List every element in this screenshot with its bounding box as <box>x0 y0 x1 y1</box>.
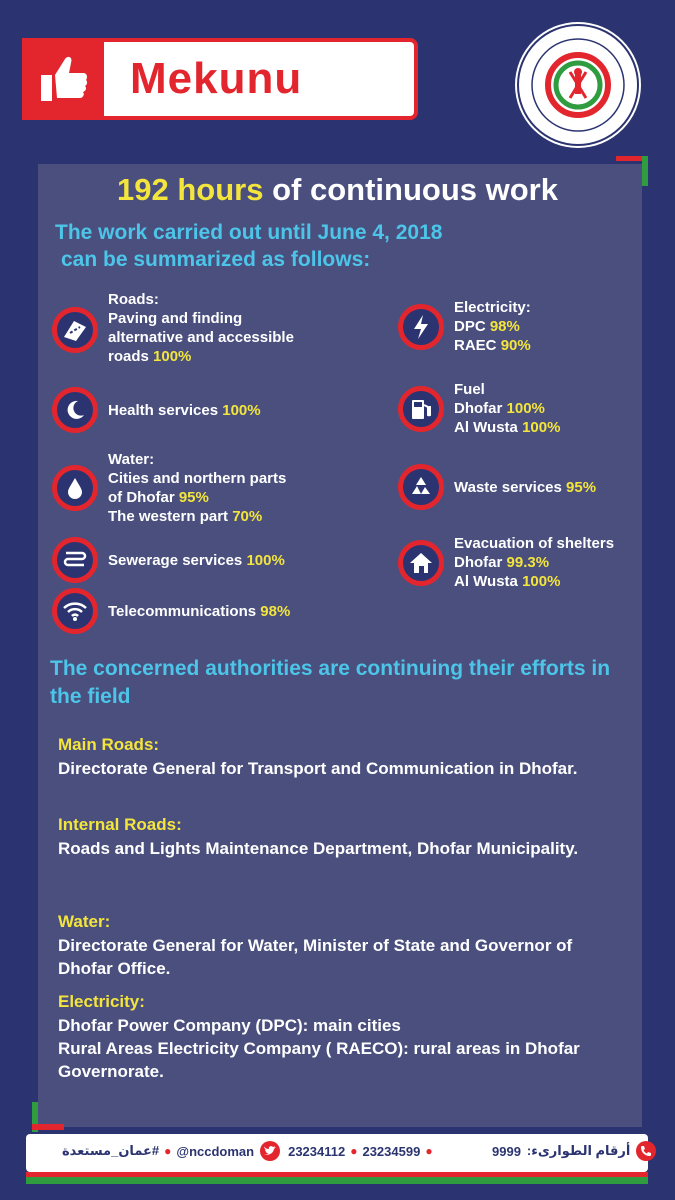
water-pct2: 70% <box>232 508 263 525</box>
water-label: Water: <box>108 451 155 468</box>
fuel-dhofar: Dhofar <box>454 400 503 417</box>
roads-line3: alternative and accessible <box>108 329 294 346</box>
roads-pct: 100% <box>153 348 192 365</box>
water-body: Directorate General for Water, Minister … <box>58 936 573 978</box>
recycle-icon <box>398 464 444 510</box>
flag-corner-icon <box>32 1102 64 1132</box>
shelters-wusta-pct: 100% <box>522 573 561 590</box>
item-health: Health services 100% <box>52 387 261 433</box>
electricity-dpc: DPC <box>454 318 486 335</box>
electricity-label: Electricity: <box>454 299 531 316</box>
ncd-logo <box>515 22 641 148</box>
thumbs-up-icon <box>22 38 104 120</box>
hashtag[interactable]: #عمان_مستعدة <box>62 1143 160 1158</box>
fuel-wusta: Al Wusta <box>454 419 518 436</box>
water-line3: of Dhofar <box>108 489 175 506</box>
waste-pct: 95% <box>566 478 597 496</box>
waste-label: Waste services <box>454 478 562 496</box>
subheadline-line2: can be summarized as follows: <box>61 248 371 271</box>
headline-highlight: 192 hours <box>117 172 264 207</box>
water-line4: The western part <box>108 508 229 525</box>
item-waste: Waste services 95% <box>398 464 596 510</box>
item-shelters: Evacuation of shelters Dhofar 99.3% Al W… <box>398 534 614 591</box>
water-pct1: 95% <box>178 489 209 506</box>
phone-icon <box>636 1141 657 1161</box>
item-electricity: Electricity: DPC 98% RAEC 90% <box>398 298 531 355</box>
item-telecom: Telecommunications 98% <box>52 588 290 634</box>
emergency-label: أرقام الطوارىء: <box>526 1143 631 1158</box>
title-box: Mekunu <box>104 38 418 120</box>
shelters-dhofar-pct: 99.3% <box>506 554 550 571</box>
phone-1[interactable]: 23234112 <box>288 1143 346 1159</box>
footer-stripe-red <box>26 1172 648 1177</box>
fuel-dhofar-pct: 100% <box>506 400 545 417</box>
water-line2: Cities and northern parts <box>108 470 287 487</box>
roads-label: Roads: <box>108 291 159 308</box>
shelters-wusta: Al Wusta <box>454 573 518 590</box>
footer-bar <box>26 1134 648 1172</box>
lightning-icon <box>398 303 444 350</box>
wifi-icon <box>52 588 98 634</box>
water-drop-icon <box>52 465 98 511</box>
subheadline: The work carried out until June 4, 2018 … <box>55 219 575 273</box>
water-heading: Water: <box>58 912 111 931</box>
content-panel <box>38 164 642 1127</box>
crescent-icon <box>52 387 98 433</box>
footer-left: #عمان_مستعدة ● @nccdoman 23234112 ● 2323… <box>62 1141 438 1161</box>
headline: 192 hours of continuous work <box>0 172 675 208</box>
shelters-dhofar: Dhofar <box>454 554 503 571</box>
fuel-label: Fuel <box>454 381 485 398</box>
fuel-pump-icon <box>398 385 444 432</box>
health-label: Health services <box>108 401 219 419</box>
sewerage-pct: 100% <box>246 551 285 569</box>
emergency-number[interactable]: 9999 <box>492 1143 521 1159</box>
electricity-body-2: Rural Areas Electricity Company ( RAECO)… <box>58 1039 580 1081</box>
pipe-icon <box>52 537 98 583</box>
header-banner: Mekunu <box>22 38 418 120</box>
twitter-handle[interactable]: @nccdoman <box>176 1143 255 1159</box>
main-roads-heading: Main Roads: <box>58 735 160 754</box>
item-water: Water: Cities and northern parts of Dhof… <box>52 450 286 526</box>
telecom-label: Telecommunications <box>108 602 257 620</box>
shelters-label: Evacuation of shelters <box>454 535 615 552</box>
twitter-icon <box>260 1141 281 1161</box>
electricity-raec-pct: 90% <box>500 337 531 354</box>
electricity-raec: RAEC <box>454 337 497 354</box>
health-pct: 100% <box>222 401 261 419</box>
sewerage-label: Sewerage services <box>108 551 243 569</box>
roads-line4: roads <box>108 348 149 365</box>
headline-rest: of continuous work <box>272 172 558 207</box>
electricity-dpc-pct: 98% <box>489 318 520 335</box>
internal-roads-body: Roads and Lights Maintenance Department,… <box>58 839 579 858</box>
item-fuel: Fuel Dhofar 100% Al Wusta 100% <box>398 380 560 437</box>
house-icon <box>398 539 444 586</box>
road-icon <box>52 307 98 353</box>
roads-line2: Paving and finding <box>108 310 243 327</box>
item-roads: Roads: Paving and finding alternative an… <box>52 291 294 366</box>
subheadline-line1: The work carried out until June 4, 2018 <box>55 221 443 244</box>
telecom-pct: 98% <box>260 602 291 620</box>
electricity-heading: Electricity: <box>58 992 145 1011</box>
main-roads-body: Directorate General for Transport and Co… <box>58 759 578 778</box>
continuing-heading: The concerned authorities are continuing… <box>50 657 611 708</box>
footer-stripe-green <box>26 1177 648 1184</box>
item-sewerage: Sewerage services 100% <box>52 537 285 583</box>
flag-corner-icon <box>616 156 648 186</box>
phone-2[interactable]: 23234599 <box>362 1143 421 1159</box>
electricity-body-1: Dhofar Power Company (DPC): main cities <box>58 1016 401 1035</box>
page-title: Mekunu <box>130 54 303 103</box>
footer-right: 9999 أرقام الطوارىء: <box>492 1141 657 1161</box>
fuel-wusta-pct: 100% <box>522 419 561 436</box>
internal-roads-heading: Internal Roads: <box>58 815 182 834</box>
